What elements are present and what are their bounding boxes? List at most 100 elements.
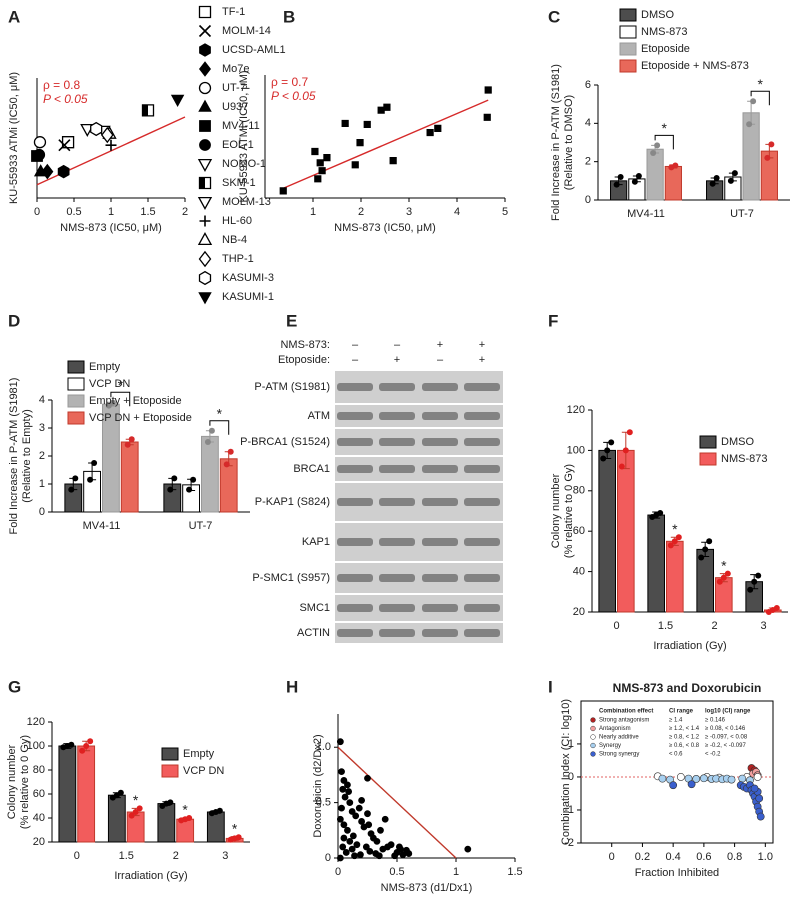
data-point: [358, 797, 366, 804]
data-point: [41, 163, 54, 180]
legend-marker: [590, 742, 596, 749]
blot-band: [337, 538, 373, 546]
bar: [206, 811, 225, 843]
data-point: [316, 159, 324, 167]
legend-log-range: ≥ 0.08, < 0.146: [705, 726, 746, 732]
data-point: [363, 120, 371, 129]
data-point: [366, 848, 374, 855]
y-axis-label: Doxorubicin (d2/Dx2): [312, 734, 324, 837]
blot-band: [337, 438, 373, 446]
x-tick-label: 0.2: [635, 851, 650, 863]
data-point: [384, 843, 391, 851]
data-point: [338, 768, 345, 775]
data-point: [340, 777, 348, 784]
replicate-point: [617, 174, 624, 180]
x-axis-label: NMS-873 (IC50, μM): [334, 222, 436, 234]
legend-label: KASUMI-1: [222, 291, 274, 303]
legend-label: NOMO-1: [222, 158, 266, 170]
x-tick-label: 1.5: [119, 850, 134, 862]
data-point: [279, 187, 287, 195]
legend-label: Empty: [89, 361, 121, 373]
replicate-point: [631, 178, 638, 185]
replicate-point: [750, 98, 757, 105]
legend-label: NB-4: [222, 234, 247, 246]
legend-label: KASUMI-3: [222, 272, 274, 284]
blot-row-label: P-ATM (S1981): [254, 381, 330, 393]
y-tick-label: 120: [567, 404, 585, 416]
data-point: [340, 834, 348, 842]
legend-swatch: [67, 394, 85, 408]
panel-label: B: [283, 7, 295, 26]
legend-marker: [199, 215, 211, 227]
significance-bracket: [110, 391, 131, 407]
replicate-point: [186, 486, 193, 493]
blot-band: [422, 538, 458, 546]
replicate-point: [667, 542, 674, 549]
panel-label: A: [8, 7, 20, 26]
data-point: [58, 139, 71, 152]
bar: [664, 165, 682, 201]
replicate-point: [698, 554, 705, 561]
blot-band: [464, 604, 500, 612]
data-point: [341, 119, 349, 128]
bar: [219, 458, 238, 513]
blot-band: [464, 574, 500, 582]
x-tick-label: 2: [358, 206, 364, 218]
data-point: [348, 845, 356, 853]
y-tick-label: 40: [33, 812, 45, 824]
blot-band: [379, 412, 415, 420]
fit-line: [337, 746, 457, 859]
legend-marker: [198, 61, 212, 77]
blot-band: [464, 412, 500, 420]
data-point: [323, 154, 331, 162]
legend-label: Empty: [183, 748, 215, 760]
data-point: [351, 161, 359, 169]
data-point: [100, 126, 114, 144]
y-tick-label: 3: [39, 422, 45, 434]
annotation: P < 0.05: [271, 89, 316, 103]
replicate-point: [223, 461, 230, 468]
significance-label: *: [662, 120, 668, 136]
treatment-sign: –: [394, 339, 401, 351]
fit-line: [283, 99, 489, 189]
blot-band: [337, 498, 373, 506]
panel-label: D: [8, 311, 20, 330]
blot-band: [464, 538, 500, 546]
y-axis-label: Fold Increase in P-ATM (S1981): [550, 64, 562, 221]
data-point: [33, 164, 48, 177]
legend-marker: [590, 725, 596, 732]
replicate-point: [91, 460, 98, 466]
replicate-point: [128, 812, 135, 819]
data-point: [339, 843, 347, 851]
x-tick-label: 0.5: [66, 206, 81, 218]
legend-marker: [197, 232, 213, 246]
blot-row-label: BRCA1: [293, 463, 330, 475]
x-tick-label: 3: [760, 620, 766, 632]
legend-log-range: ≥ -0.2, < -0.097: [705, 743, 746, 749]
legend-swatch: [619, 25, 637, 39]
replicate-point: [72, 475, 79, 482]
blot-row-label: ACTIN: [297, 627, 330, 639]
legend-swatch: [161, 747, 179, 761]
blot-band: [422, 629, 458, 637]
treatment-sign: +: [437, 339, 443, 351]
blot-band: [379, 383, 415, 391]
y-tick-label: 6: [585, 79, 591, 91]
replicate-point: [746, 121, 753, 128]
legend-ci-range: ≥ 1.4: [669, 718, 683, 724]
x-tick-label: 0.8: [727, 851, 742, 863]
legend-label: VCP DN + Etoposide: [89, 412, 192, 424]
legend-label: VCP DN: [183, 765, 224, 777]
replicate-point: [768, 141, 775, 148]
y-tick-label: 20: [573, 606, 585, 618]
data-point: [348, 808, 356, 815]
legend-marker: [590, 751, 596, 757]
x-tick-label: 3: [406, 206, 412, 218]
data-point-half: [142, 104, 148, 116]
legend-label: Synergy: [599, 743, 621, 749]
replicate-point: [747, 586, 754, 593]
data-point: [355, 804, 363, 812]
y-tick-label: -1: [564, 804, 574, 816]
x-tick-label: MV4-11: [627, 208, 665, 220]
